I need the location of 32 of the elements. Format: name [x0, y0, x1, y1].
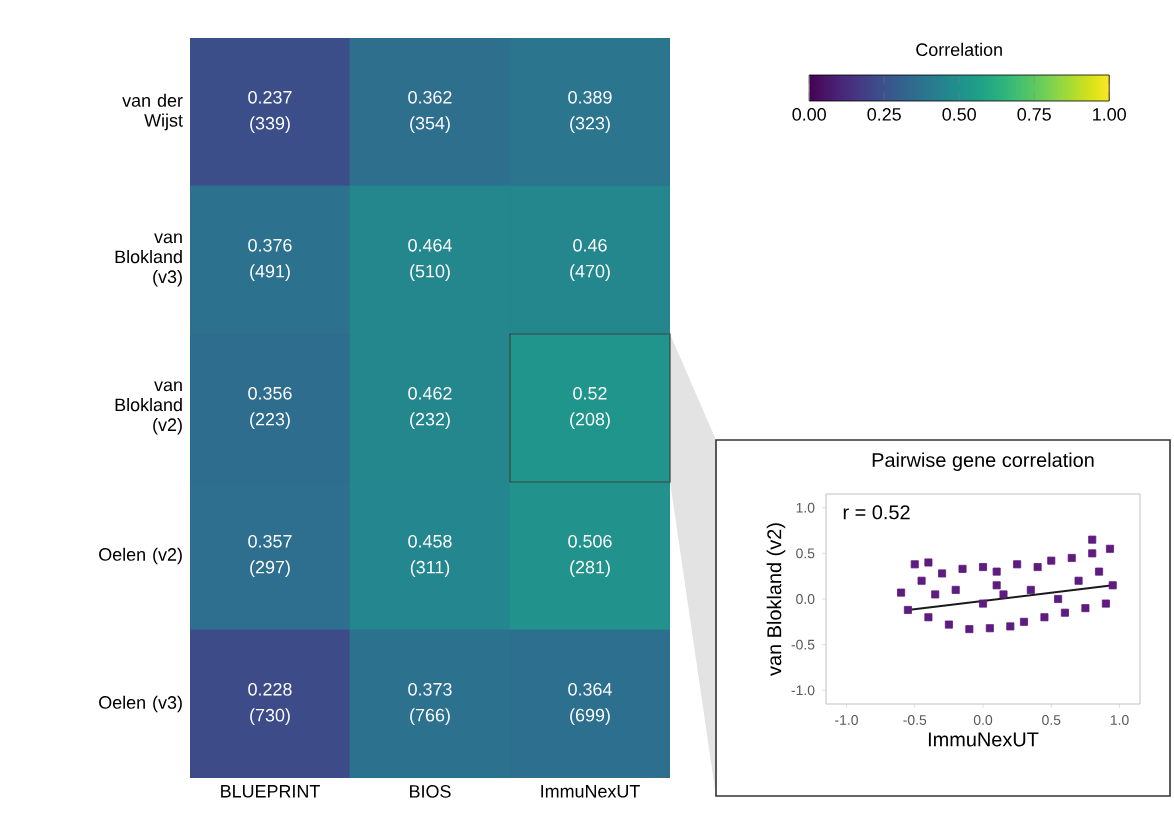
data-label: 0.373 (766)	[408, 682, 452, 726]
x-tick-label: ImmuNexUT	[541, 785, 640, 798]
data-label: 0.464 (510)	[408, 238, 452, 282]
color-bar-label: 1.00	[1093, 108, 1126, 121]
chart-title: Pairwise gene correlation	[872, 452, 1094, 471]
data-label: 0.356 (223)	[248, 386, 292, 430]
x-axis-title: ImmuNexUT	[928, 732, 1039, 747]
y-tick-label: van Blokland (v3)	[115, 233, 182, 287]
color-bar-title: Correlation	[916, 42, 1002, 57]
color-bar-label: 0.50	[942, 108, 976, 121]
data-label: 0.46 (470)	[570, 238, 610, 282]
data-label: 0.376 (491)	[248, 238, 292, 282]
data-label: 0.357 (297)	[248, 534, 292, 578]
y-tick-label: Oelen (v3)	[99, 695, 182, 713]
color-bar-label: 0.00	[792, 108, 826, 121]
data-label: 0.389 (323)	[568, 90, 612, 134]
color-bar-label: 0.75	[1017, 108, 1051, 121]
data-label: 0.237 (339)	[248, 90, 292, 134]
data-label: 0.228 (730)	[248, 682, 292, 726]
data-label: 0.506 (281)	[568, 534, 612, 578]
annotation: r = 0.52	[843, 505, 910, 520]
y-tick-label: van Blokland (v2)	[115, 381, 182, 435]
data-label: 0.458 (311)	[408, 534, 452, 578]
x-tick-label: BLUEPRINT	[221, 785, 320, 798]
x-tick-label: BIOS	[410, 785, 451, 798]
color-bar-label: 0.25	[867, 108, 901, 121]
y-tick-label: van der Wijst	[122, 93, 183, 131]
data-label: 0.364 (699)	[568, 682, 612, 726]
data-label: 0.462 (232)	[408, 386, 452, 430]
data-label: 0.52 (208)	[570, 386, 610, 430]
y-tick-label: Oelen (v2)	[99, 547, 182, 565]
data-label: 0.362 (354)	[408, 90, 452, 134]
